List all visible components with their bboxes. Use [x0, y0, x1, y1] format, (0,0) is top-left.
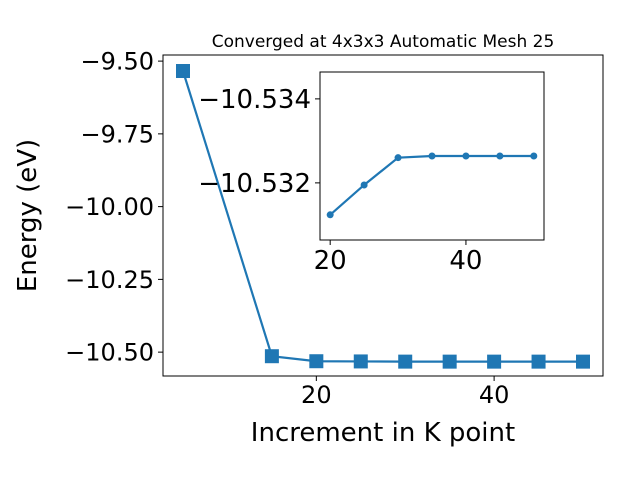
- marker: [496, 152, 504, 160]
- marker: [531, 354, 546, 369]
- y-tick-label: −10.00: [65, 193, 154, 221]
- chart-title: Converged at 4x3x3 Automatic Mesh 25: [212, 32, 555, 52]
- x-tick-label: 20: [301, 381, 332, 409]
- y-tick-label: −10.532: [198, 169, 311, 199]
- x-tick-label: 20: [314, 246, 347, 276]
- marker: [530, 152, 538, 160]
- marker: [394, 154, 402, 162]
- y-tick-label: −9.50: [80, 48, 154, 76]
- marker: [309, 354, 324, 369]
- marker: [353, 354, 368, 369]
- y-axis-label: Energy (eV): [13, 139, 43, 292]
- x-tick-label: 40: [449, 246, 482, 276]
- marker: [264, 349, 279, 364]
- marker: [360, 181, 368, 189]
- marker: [442, 354, 457, 369]
- y-tick-label: −10.25: [65, 266, 154, 294]
- marker: [428, 152, 436, 160]
- x-axis-label: Increment in K point: [251, 418, 515, 448]
- marker: [462, 152, 470, 160]
- marker: [326, 211, 334, 219]
- y-tick-label: −9.75: [80, 120, 154, 148]
- y-tick-label: −10.50: [65, 339, 154, 367]
- marker: [176, 64, 190, 79]
- marker: [487, 354, 502, 369]
- x-tick-label: 40: [479, 381, 510, 409]
- marker: [576, 354, 590, 369]
- marker: [398, 354, 413, 369]
- y-tick-label: −10.534: [198, 85, 311, 115]
